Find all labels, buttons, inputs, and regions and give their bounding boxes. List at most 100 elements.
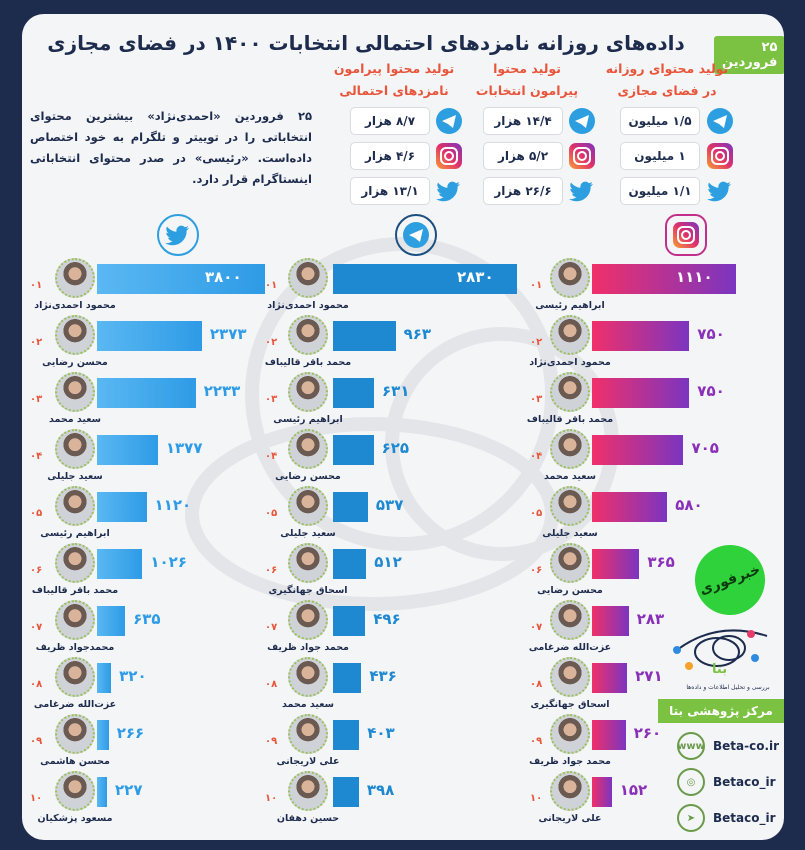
- candidate-avatar: [288, 429, 328, 469]
- stat-value-twitter: ۱/۱ میلیون: [620, 177, 700, 205]
- candidate-avatar: [550, 429, 590, 469]
- candidate-avatar: [55, 429, 95, 469]
- bar-value: ۳۹۸: [366, 781, 395, 799]
- candidate-name: محسن رضایی: [275, 471, 341, 482]
- candidate-name: محسن رضایی: [42, 357, 108, 368]
- bar-instagram: [592, 321, 690, 351]
- candidate-name: محسن رضایی: [537, 585, 603, 596]
- bar-telegram: [333, 321, 396, 351]
- stats-heading: تولید محتوا پیرامون: [333, 61, 455, 76]
- candidate-name: محمد باقر قالیباف: [526, 414, 614, 425]
- bar-telegram: [333, 264, 517, 294]
- bar-value: ۲۳۷۳: [209, 325, 247, 343]
- globe-icon: www: [677, 732, 705, 760]
- contact-link[interactable]: ◎ Betaco_ir: [677, 768, 779, 796]
- bar-telegram: [333, 435, 374, 465]
- bar-value: ۲۷۱: [635, 667, 663, 685]
- candidate-avatar: [55, 372, 95, 412]
- candidate-name: عزت‌الله ضرغامی: [528, 642, 612, 653]
- beta-logo-text: بتا: [712, 662, 728, 677]
- bar-instagram: [592, 606, 629, 636]
- rank-number: ۰۹: [30, 736, 43, 747]
- contact-link[interactable]: ➤ Betaco_ir: [677, 804, 779, 832]
- candidate-name: سعید جلیلی: [47, 471, 103, 482]
- rank-number: ۰۷: [30, 622, 43, 633]
- candidate-avatar: [550, 258, 590, 298]
- summary-text: ۲۵ فروردین «احمدی‌نژاد» بیشترین محتوای ا…: [30, 109, 312, 186]
- date-badge: ۲۵ فروردین: [714, 36, 784, 74]
- bar-value: ۴۰۳: [367, 724, 395, 742]
- bar-twitter: [97, 435, 158, 465]
- candidate-name: سعید محمد: [282, 699, 334, 710]
- instagram-icon: [435, 142, 463, 170]
- candidate-avatar: [288, 600, 328, 640]
- stats-heading: در فضای مجازی: [617, 83, 717, 98]
- rank-number: ۰۴: [30, 451, 43, 462]
- bar-value: ۵۱۲: [374, 553, 402, 571]
- bar-instagram: [592, 777, 612, 807]
- beta-subtitle: بررسی و تحلیل اطلاعات و داده‌ها: [686, 684, 770, 691]
- candidate-avatar: [55, 543, 95, 583]
- rank-number: ۰۳: [530, 394, 543, 405]
- rank-number: ۱۰: [30, 793, 43, 804]
- candidate-name: اسحاق جهانگیری: [530, 699, 610, 710]
- candidate-avatar: [288, 714, 328, 754]
- bar-value: ۳۸۰۰: [205, 268, 242, 286]
- candidate-name: ابراهیم رئیسی: [40, 528, 110, 539]
- bar-twitter: [97, 777, 108, 807]
- bar-value: ۵۸۰: [675, 496, 703, 514]
- candidate-avatar: [550, 315, 590, 355]
- rank-number: ۰۱: [30, 280, 43, 291]
- candidate-name: حسین دهقان: [276, 813, 340, 824]
- rank-number: ۱۰: [265, 793, 278, 804]
- bar-twitter: [97, 492, 147, 522]
- bar-value: ۶۳۱: [382, 382, 410, 400]
- bar-telegram: [333, 663, 362, 693]
- candidate-name: محمد باقر قالیباف: [264, 357, 352, 368]
- candidate-name: عزت‌الله ضرغامی: [33, 699, 117, 710]
- bar-instagram: [592, 378, 690, 408]
- candidate-name: سعید محمد: [544, 471, 596, 482]
- rank-number: ۰۱: [530, 280, 543, 291]
- bar-value: ۱۳۷۷: [165, 439, 203, 457]
- column-twitter-icon: [157, 214, 199, 256]
- stat-value-twitter: ۲۶/۶ هزار: [483, 177, 563, 205]
- contact-link-text[interactable]: Beta-co.ir: [713, 739, 780, 753]
- instagram-icon: [706, 142, 734, 170]
- bar-value: ۳۲۰: [119, 667, 147, 685]
- contact-link-text[interactable]: Betaco_ir: [713, 775, 776, 789]
- candidate-avatar: [550, 657, 590, 697]
- candidate-avatar: [55, 714, 95, 754]
- beta-logo: [673, 629, 768, 670]
- candidate-avatar: [55, 657, 95, 697]
- bar-value: ۷۵۰: [697, 382, 725, 400]
- bar-value: ۶۲۵: [381, 439, 410, 457]
- bar-twitter: [97, 264, 265, 294]
- candidate-name: محمود احمدی‌نژاد: [529, 357, 611, 368]
- bar-telegram: [333, 606, 366, 636]
- bar-instagram: [592, 720, 626, 750]
- contact-link-text[interactable]: Betaco_ir: [713, 811, 776, 825]
- candidate-name: محمد جواد ظریف: [267, 642, 349, 653]
- candidate-avatar: [288, 258, 328, 298]
- candidate-name: مسعود پزشکیان: [37, 813, 113, 824]
- bar-value: ۷۰۵: [691, 439, 719, 457]
- bar-value: ۴۳۶: [369, 667, 397, 685]
- stats-heading: پیرامون انتخابات: [475, 83, 579, 98]
- contact-links: www Beta-co.ir ◎ Betaco_ir ➤ Betaco_ir: [677, 732, 779, 832]
- stat-value-telegram: ۱/۵ میلیون: [620, 107, 700, 135]
- telegram-icon: [706, 107, 734, 135]
- bar-twitter: [97, 378, 196, 408]
- bar-value: ۱۵۲: [619, 781, 648, 799]
- bar-value: ۲۲۳۳: [203, 382, 241, 400]
- candidate-avatar: [55, 771, 95, 811]
- bar-value: ۲۶۰: [633, 724, 662, 742]
- instagram-icon: [568, 142, 596, 170]
- candidate-name: محمد جواد ظریف: [529, 756, 611, 767]
- bar-instagram: [592, 549, 640, 579]
- contact-link[interactable]: www Beta-co.ir: [677, 732, 779, 760]
- candidate-avatar: [55, 258, 95, 298]
- rank-number: ۰۹: [530, 736, 543, 747]
- candidate-name: محمد باقر قالیباف: [31, 585, 119, 596]
- candidate-name: محمود احمدی‌نژاد: [34, 300, 116, 311]
